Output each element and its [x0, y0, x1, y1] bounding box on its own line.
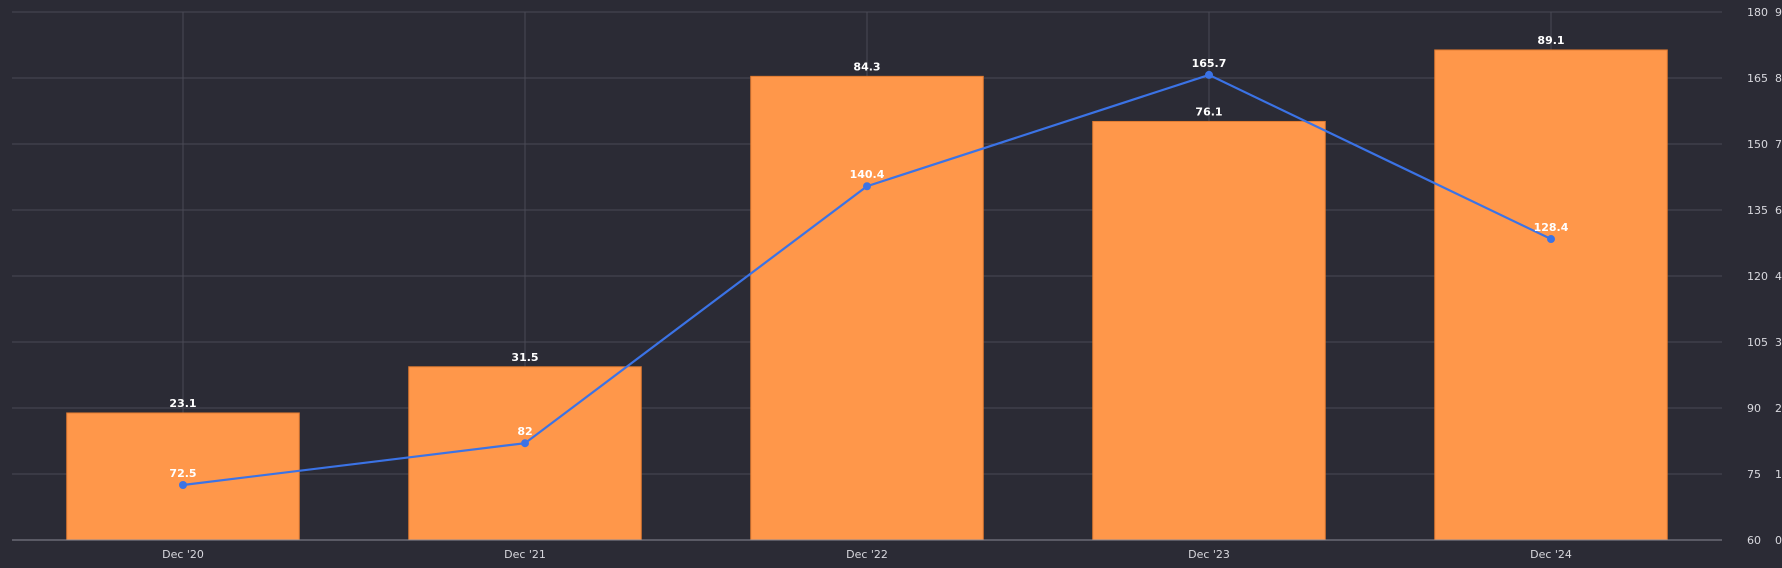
x-tick-label: Dec '24 — [1530, 548, 1572, 561]
y-right-tick-label: 24 — [1775, 402, 1782, 415]
bar-value-label: 89.1 — [1537, 34, 1564, 47]
y-left-tick-label: 135 — [1747, 204, 1768, 217]
y-left-tick-label: 60 — [1747, 534, 1761, 547]
line-value-label: 72.5 — [169, 467, 196, 480]
line-value-label: 140.4 — [850, 168, 885, 181]
y-right-tick-label: 60 — [1775, 204, 1782, 217]
y-right-tick-label: 12 — [1775, 468, 1782, 481]
bar-value-label: 31.5 — [511, 351, 538, 364]
y-right-tick-label: 36 — [1775, 336, 1782, 349]
y-left-tick-label: 105 — [1747, 336, 1768, 349]
bar — [1434, 49, 1668, 541]
line-value-label: 128.4 — [1534, 221, 1569, 234]
bar — [750, 75, 984, 541]
x-tick-label: Dec '22 — [846, 548, 888, 561]
bar-value-label: 76.1 — [1195, 105, 1222, 118]
y-right-tick-label: 0 — [1775, 534, 1782, 547]
x-tick-label: Dec '20 — [162, 548, 204, 561]
y-right-tick-label: 48 — [1775, 270, 1782, 283]
y-right-tick-label: 72 — [1775, 138, 1782, 151]
line-point — [1205, 70, 1213, 79]
line-value-label: 82 — [517, 425, 532, 438]
y-left-tick-label: 180 — [1747, 6, 1768, 19]
x-tick-label: Dec '21 — [504, 548, 546, 561]
y-left-tick-label: 75 — [1747, 468, 1761, 481]
line-point — [521, 439, 529, 448]
y-right-tick-label: 84 — [1775, 72, 1782, 85]
line-value-label: 165.7 — [1192, 57, 1227, 70]
bar-layer — [66, 49, 1668, 541]
bar — [1092, 120, 1326, 541]
y-left-tick-label: 90 — [1747, 402, 1761, 415]
line-point — [179, 481, 187, 489]
y-left-tick-label: 120 — [1747, 270, 1768, 283]
y-left-tick-label: 150 — [1747, 138, 1768, 151]
label-layer: 23.1 31.5 84.3 76.1 89.1 72.5 82 140.4 165.7 128.… — [169, 34, 1568, 480]
x-tick-label: Dec '23 — [1188, 548, 1230, 561]
y-right-tick-label: 96 — [1775, 6, 1782, 19]
line-point — [1547, 235, 1555, 244]
line-layer — [179, 70, 1555, 489]
axis-layer: 60 75 90 105 120 135 150 165 180 0 12 24 36 48 60 72 84 9… — [12, 6, 1782, 561]
y-left-tick-label: 165 — [1747, 72, 1768, 85]
bar-value-label: 23.1 — [169, 397, 196, 410]
line-point — [863, 182, 871, 191]
bar-value-label: 84.3 — [853, 60, 880, 73]
